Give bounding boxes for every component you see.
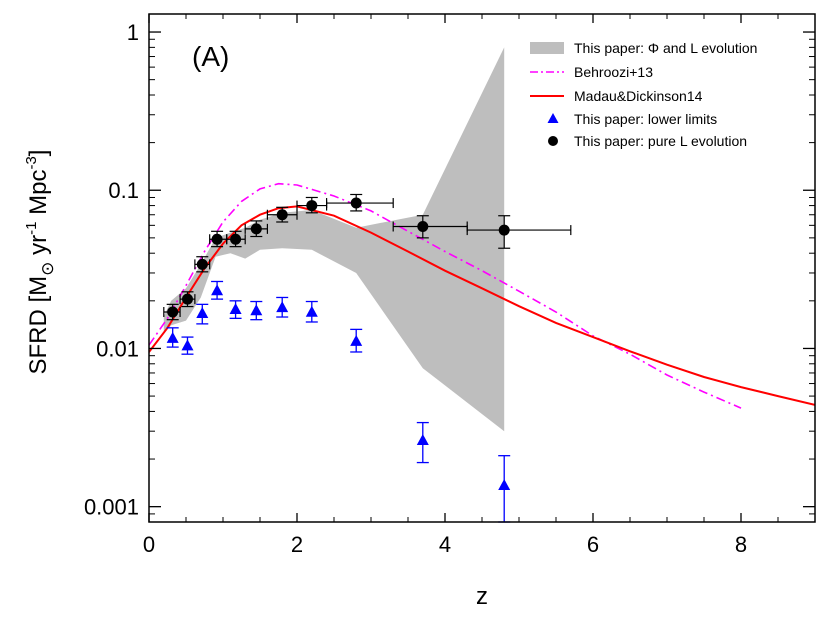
pure-l-marker xyxy=(276,209,288,221)
lower-limit-marker xyxy=(211,284,224,296)
pure-l-point xyxy=(466,215,572,249)
pure-l-point xyxy=(326,193,394,212)
madau-dickinson-line xyxy=(149,205,815,406)
lower-limit-marker xyxy=(250,304,263,316)
lower-limit-marker xyxy=(166,331,179,343)
lower-limit-point xyxy=(166,327,179,348)
lower-limit-marker xyxy=(305,305,318,317)
legend-label-behroozi: Behroozi+13 xyxy=(574,64,653,80)
pure-l-marker xyxy=(417,220,429,232)
lower-limit-point xyxy=(250,300,263,321)
lower-limit-marker xyxy=(498,479,511,491)
y-tick-label: 0.1 xyxy=(108,178,139,203)
legend-label-lower-limits: This paper: lower limits xyxy=(574,111,717,127)
lower-limit-point xyxy=(305,300,318,323)
pure-l-marker xyxy=(196,258,208,270)
pure-l-marker xyxy=(498,224,510,236)
lower-limit-point xyxy=(229,300,242,319)
panel-label: (A) xyxy=(192,41,229,72)
lower-limit-point xyxy=(416,421,429,464)
x-axis-title: z xyxy=(476,583,488,610)
x-tick-label: 8 xyxy=(735,532,747,557)
pure-l-marker xyxy=(350,197,362,209)
lower-limit-marker xyxy=(416,434,429,446)
y-tick-label: 0.001 xyxy=(84,495,139,520)
x-tick-label: 6 xyxy=(587,532,599,557)
pure-l-point xyxy=(296,196,328,214)
pure-l-point xyxy=(163,303,181,321)
behroozi-line xyxy=(149,182,742,409)
pure-l-point xyxy=(244,220,268,238)
pure-l-marker xyxy=(230,233,242,245)
lower-limit-point xyxy=(276,296,289,318)
legend-swatch-band xyxy=(530,42,564,54)
lower-limit-point xyxy=(350,328,363,353)
legend: This paper: Φ and L evolution Behroozi+1… xyxy=(530,40,757,149)
pure-l-marker xyxy=(181,293,193,305)
pure-l-marker xyxy=(211,233,223,245)
lower-limit-point xyxy=(498,455,511,523)
legend-label-pure-l: This paper: pure L evolution xyxy=(574,133,747,149)
lower-limit-marker xyxy=(350,334,363,346)
lower-limit-point xyxy=(196,303,209,325)
pure-l-marker xyxy=(250,223,262,235)
pure-l-point xyxy=(179,291,196,308)
pure-l-point xyxy=(194,256,211,273)
lower-limit-marker xyxy=(229,303,242,315)
lower-limit-marker xyxy=(181,339,194,351)
pure-l-point xyxy=(266,206,298,223)
pure-l-marker xyxy=(306,200,318,212)
legend-swatch-lower-limits xyxy=(547,113,559,123)
y-tick-label: 1 xyxy=(127,20,139,45)
y-axis-title: SFRD [M⊙ yr-1 Mpc-3] xyxy=(23,150,57,375)
phi-l-evolution-band xyxy=(163,47,505,432)
lower-limit-marker xyxy=(276,301,289,313)
pure-l-point xyxy=(392,215,468,239)
legend-swatch-pure-l xyxy=(548,136,558,146)
y-tick-label: 0.01 xyxy=(96,336,139,361)
lower-limit-point xyxy=(211,280,224,300)
legend-label-madau: Madau&Dickinson14 xyxy=(574,88,703,104)
x-tick-label: 0 xyxy=(143,532,155,557)
lower-limit-marker xyxy=(196,307,209,319)
lower-limit-point xyxy=(181,336,194,355)
x-tick-label: 2 xyxy=(291,532,303,557)
legend-label-band: This paper: Φ and L evolution xyxy=(574,40,757,56)
x-tick-label: 4 xyxy=(439,532,451,557)
pure-l-point xyxy=(226,230,246,248)
pure-l-marker xyxy=(167,306,179,318)
